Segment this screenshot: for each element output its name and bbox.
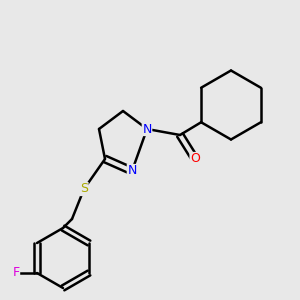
Text: N: N [127, 164, 137, 178]
Text: N: N [142, 122, 152, 136]
Text: O: O [190, 152, 200, 166]
Text: S: S [80, 182, 88, 196]
Text: F: F [13, 266, 20, 280]
